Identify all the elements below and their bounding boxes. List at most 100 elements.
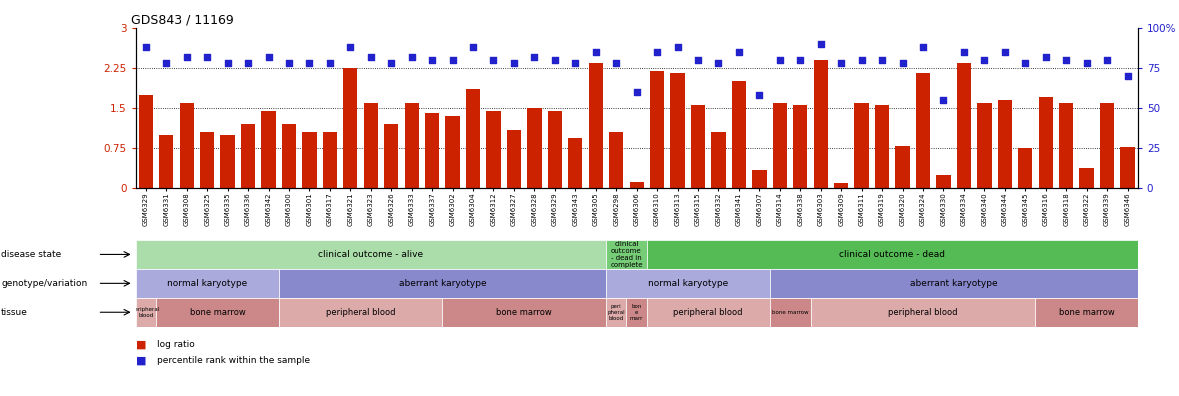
Point (1078, 60, 1096, 66)
Bar (936, 175, 950, 188)
Point (914, 44, 933, 50)
Bar (282, 124, 296, 188)
Point (423, 57, 442, 63)
Text: peri
pheral
blood: peri pheral blood (607, 304, 625, 320)
Text: clinical
outcome
- dead in
complete: clinical outcome - dead in complete (611, 241, 643, 268)
Bar (156, 298, 278, 327)
Point (1056, 57, 1075, 63)
Bar (486, 111, 501, 188)
Bar (691, 105, 705, 188)
Point (1118, 73, 1137, 79)
Point (852, 57, 871, 63)
Bar (671, 73, 685, 188)
Point (811, 41, 830, 47)
Bar (855, 103, 869, 188)
Point (1098, 57, 1117, 63)
Point (975, 57, 994, 63)
Bar (997, 100, 1012, 188)
Bar (810, 298, 1035, 327)
Point (299, 60, 318, 66)
Text: peripheral blood: peripheral blood (888, 308, 957, 317)
Point (647, 49, 666, 55)
Text: aberrant karyotype: aberrant karyotype (910, 279, 997, 288)
Point (198, 53, 217, 60)
Bar (793, 105, 808, 188)
Bar (241, 124, 255, 188)
Text: peripheral blood: peripheral blood (325, 308, 395, 317)
Point (341, 44, 360, 50)
Bar (424, 114, 440, 188)
Bar (650, 70, 664, 188)
Bar (1019, 148, 1033, 188)
Bar (466, 89, 480, 188)
Text: normal karyotype: normal karyotype (647, 279, 727, 288)
Bar (302, 132, 317, 188)
Point (607, 60, 626, 66)
Point (361, 53, 380, 60)
Bar (895, 146, 910, 188)
Point (525, 53, 544, 60)
Bar (136, 240, 606, 269)
Point (730, 49, 749, 55)
Bar (568, 137, 582, 188)
Text: disease state: disease state (1, 250, 61, 259)
Text: normal karyotype: normal karyotype (167, 279, 248, 288)
Bar (1100, 103, 1114, 188)
Bar (446, 116, 460, 188)
Point (177, 53, 196, 60)
Bar (752, 170, 766, 188)
Bar (732, 81, 746, 188)
Bar (404, 103, 419, 188)
Point (238, 60, 257, 66)
Text: ■: ■ (136, 355, 146, 366)
Bar (159, 135, 173, 188)
Text: aberrant karyotype: aberrant karyotype (399, 279, 486, 288)
Bar (507, 129, 521, 188)
Text: peripheral blood: peripheral blood (673, 308, 743, 317)
Point (955, 49, 974, 55)
Bar (875, 105, 889, 188)
Bar (136, 269, 278, 298)
Point (259, 53, 278, 60)
Point (485, 57, 503, 63)
Bar (136, 298, 156, 327)
Bar (139, 95, 153, 188)
Bar (647, 240, 1138, 269)
Bar (1039, 97, 1053, 188)
Point (872, 57, 891, 63)
Bar (770, 298, 810, 327)
Text: peripheral
blood: peripheral blood (132, 307, 160, 318)
Text: bone marrow: bone marrow (772, 310, 809, 315)
Bar (770, 269, 1138, 298)
Point (894, 60, 913, 66)
Bar (977, 103, 992, 188)
Point (668, 44, 687, 50)
Bar (606, 298, 626, 327)
Point (791, 57, 810, 63)
Point (750, 92, 769, 99)
Point (627, 89, 646, 95)
Bar (610, 132, 624, 188)
Bar (956, 63, 971, 188)
Bar (630, 182, 644, 188)
Bar (278, 298, 442, 327)
Bar (711, 132, 725, 188)
Point (831, 60, 850, 66)
Point (995, 49, 1014, 55)
Text: tissue: tissue (1, 308, 28, 317)
Text: percentile rank within the sample: percentile rank within the sample (157, 356, 310, 365)
Bar (323, 132, 337, 188)
Text: log ratio: log ratio (157, 340, 195, 349)
Text: bone marrow: bone marrow (1059, 308, 1114, 317)
Point (546, 57, 565, 63)
Bar (647, 298, 770, 327)
Bar (343, 68, 357, 188)
Text: bone marrow: bone marrow (190, 308, 245, 317)
Bar (606, 269, 770, 298)
Point (463, 44, 482, 50)
Bar (200, 132, 215, 188)
Text: ■: ■ (136, 339, 146, 350)
Bar (363, 103, 378, 188)
Point (402, 53, 421, 60)
Point (218, 60, 237, 66)
